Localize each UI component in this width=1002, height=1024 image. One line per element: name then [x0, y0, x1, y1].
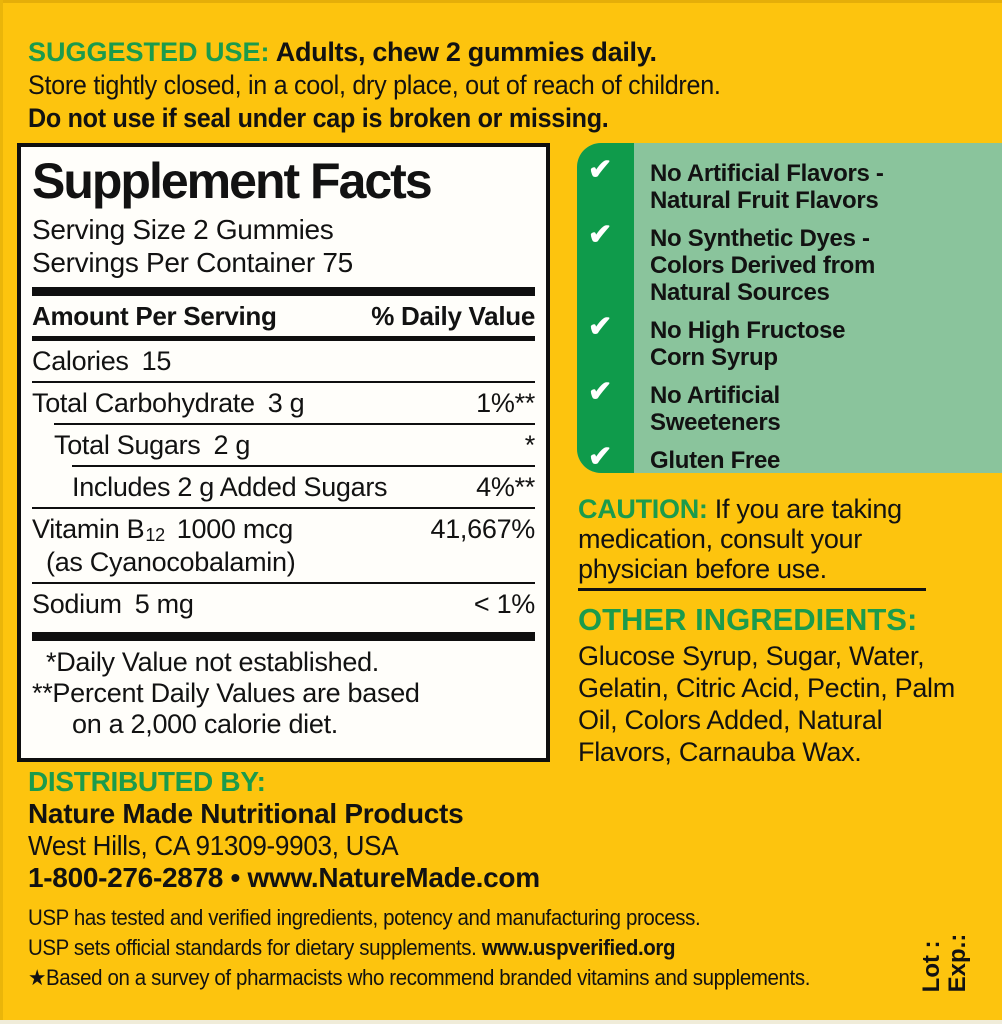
checkmark-strip [577, 143, 634, 473]
caution-text: If you are taking medication, consult yo… [578, 494, 902, 584]
footnote-dv-not-established: *Daily Value not established. [46, 647, 380, 677]
row-rule [72, 465, 535, 467]
nutrient-amount: 1000 mcg [176, 514, 293, 544]
star-icon: ★ [28, 965, 46, 990]
check-icon: ✔ [588, 154, 612, 186]
supplement-facts-panel: Supplement Facts Serving Size 2 Gummies … [17, 143, 550, 762]
row-rule [32, 582, 535, 584]
other-ingredients-list: Glucose Syrup, Sugar, Water, Gelatin, Ci… [578, 641, 955, 767]
row-rule [32, 507, 535, 509]
suggested-use-heading: SUGGESTED USE: [28, 37, 270, 67]
bottom-edge [0, 1020, 1002, 1024]
nutrient-name: Includes 2 g Added Sugars [72, 472, 388, 502]
benefit-text: No Artificial Sweeteners [650, 382, 781, 436]
section-divider [578, 588, 926, 591]
table-row-sodium: Sodium 5 mg < 1% [32, 584, 535, 624]
nutrient-name: Calories [32, 346, 129, 376]
seal-warning: Do not use if seal under cap is broken o… [28, 103, 609, 133]
benefits-checklist-box: ✔ No Artificial Flavors - Natural Fruit F… [577, 143, 1002, 475]
nutrient-name: Total Sugars [54, 430, 201, 460]
company-contact: 1-800-276-2878 • www.NatureMade.com [28, 862, 540, 893]
benefit-text: No High Fructose Corn Syrup [650, 317, 846, 371]
table-row-vitamin-b12: Vitamin B12 1000 mcg (as Cyanocobalamin) … [32, 509, 535, 582]
nutrient-amount: 5 mg [134, 589, 194, 619]
table-row-carbohydrate: Total Carbohydrate 3 g 1%** [32, 383, 535, 423]
facts-column-headers: Amount Per Serving % Daily Value [32, 301, 535, 331]
nutrient-amount: 3 g [267, 388, 305, 418]
amount-per-serving-header: Amount Per Serving [32, 301, 277, 331]
benefits-list: ✔ No Artificial Flavors - Natural Fruit F… [588, 143, 1002, 475]
footnote-percent-dv-2: on a 2,000 calorie diet. [72, 709, 338, 739]
footnote-percent-dv-1: **Percent Daily Values are based [32, 678, 420, 708]
row-rule [54, 423, 535, 425]
distributed-by-heading: DISTRIBUTED BY: [28, 766, 266, 797]
distributed-by-section: DISTRIBUTED BY: Nature Made Nutritional … [28, 766, 648, 894]
caution-heading: CAUTION: [578, 494, 708, 524]
check-icon: ✔ [588, 219, 612, 251]
benefit-item: ✔ No Artificial Flavors - Natural Fruit F… [588, 156, 996, 215]
exp-label: Exp.: [944, 933, 971, 993]
servings-per-container: Servings Per Container 75 [32, 247, 353, 278]
check-icon: ✔ [588, 441, 612, 473]
left-edge [0, 0, 3, 1024]
nutrient-form: (as Cyanocobalamin) [46, 547, 296, 577]
usp-line3: ★Based on a survey of pharmacists who re… [28, 965, 811, 990]
medium-rule [32, 336, 535, 341]
table-row-added-sugars: Includes 2 g Added Sugars 4%** [32, 467, 535, 507]
lot-exp-text: Lot : Exp.: [918, 933, 971, 993]
nutrient-dv: 41,667% [430, 514, 536, 544]
top-edge [0, 0, 1002, 3]
storage-instructions: Store tightly closed, in a cool, dry pla… [28, 70, 721, 100]
thick-rule [32, 632, 535, 641]
serving-info: Serving Size 2 Gummies Servings Per Cont… [32, 213, 535, 279]
nutrient-dv: * [524, 430, 536, 460]
nutrient-name: Sodium [32, 589, 122, 619]
serving-size: Serving Size 2 Gummies [32, 214, 334, 245]
usp-line1: USP has tested and verified ingredients,… [28, 905, 701, 930]
nutrient-dv: 1%** [476, 388, 535, 418]
lot-exp-area: Lot : Exp.: [880, 918, 1002, 1008]
usp-line2: USP sets official standards for dietary … [28, 935, 676, 960]
suggested-use-section: SUGGESTED USE: Adults, chew 2 gummies da… [28, 36, 988, 135]
check-icon: ✔ [588, 311, 612, 343]
nutrient-name: Total Carbohydrate [32, 388, 255, 418]
check-icon: ✔ [588, 376, 612, 408]
company-name: Nature Made Nutritional Products [28, 798, 464, 829]
facts-footnotes: *Daily Value not established. **Percent … [32, 647, 535, 740]
nutrient-name: Vitamin B12 [32, 514, 165, 545]
thick-rule [32, 287, 535, 296]
benefit-text: No Artificial Flavors - Natural Fruit Fl… [650, 160, 884, 214]
supplement-facts-title: Supplement Facts [32, 153, 433, 209]
usp-verified-url: www.uspverified.org [481, 935, 676, 960]
lot-label: Lot : [918, 940, 945, 993]
daily-value-header: % Daily Value [371, 301, 535, 331]
caution-section: CAUTION: If you are taking medication, c… [578, 494, 948, 584]
row-rule [32, 381, 535, 383]
table-row-calories: Calories 15 [32, 341, 535, 381]
benefit-item: ✔ No High Fructose Corn Syrup [588, 313, 996, 372]
benefit-item: ✔ No Artificial Sweeteners [588, 378, 996, 437]
suggested-use-directions: Adults, chew 2 gummies daily. [275, 37, 657, 67]
suggested-use-line1: SUGGESTED USE: Adults, chew 2 gummies da… [28, 36, 988, 69]
usp-notes-section: USP has tested and verified ingredients,… [28, 903, 948, 993]
benefit-item: ✔ Gluten Free [588, 443, 996, 475]
nutrient-amount: 15 [141, 346, 172, 376]
other-ingredients-section: OTHER INGREDIENTS: Glucose Syrup, Sugar,… [578, 602, 988, 768]
benefit-item: ✔ No Synthetic Dyes - Colors Derived from… [588, 221, 996, 307]
benefit-text: Gluten Free [650, 447, 781, 474]
b12-subscript: 12 [145, 525, 165, 545]
other-ingredients-heading: OTHER INGREDIENTS: [578, 602, 918, 637]
benefit-text: No Synthetic Dyes - Colors Derived from … [650, 225, 876, 306]
company-address: West Hills, CA 91309-9903, USA [28, 830, 399, 861]
table-row-total-sugars: Total Sugars 2 g * [32, 425, 535, 465]
nutrient-dv: < 1% [473, 589, 535, 619]
nutrient-dv: 4%** [476, 472, 535, 502]
nutrient-amount: 2 g [213, 430, 251, 460]
